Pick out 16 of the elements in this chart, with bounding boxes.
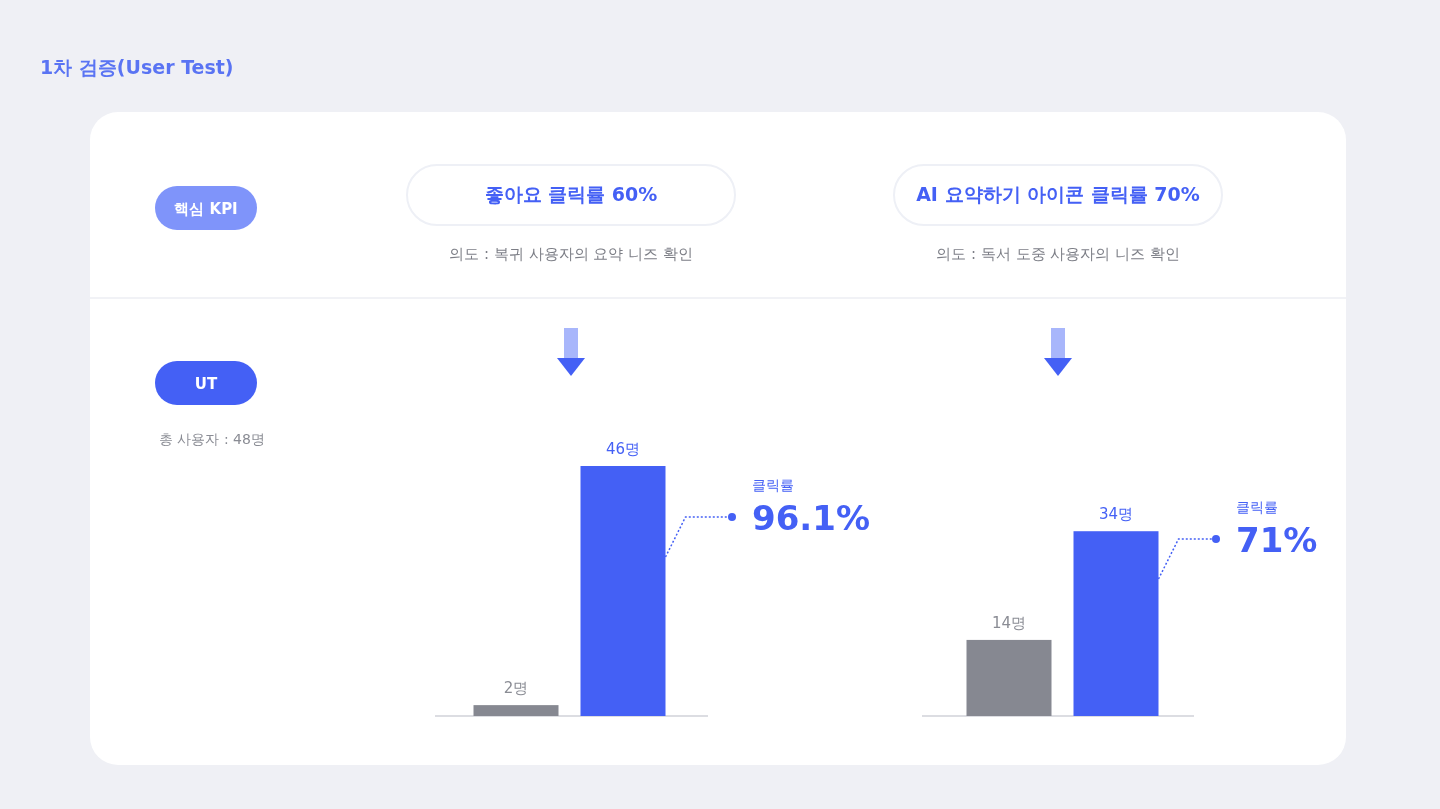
chart-title: AI 요약하기 아이콘 클릭률 70% — [916, 183, 1200, 205]
data-label: 14명 — [991, 613, 1027, 632]
chart-subtitle: 의도 : 독서 도중 사용자의 니즈 확인 — [936, 245, 1180, 263]
text: 71% — [1236, 520, 1318, 560]
text: 클릭률 — [1236, 499, 1278, 515]
chart-title: 좋아요 클릭률 60% — [484, 183, 658, 205]
data-label: 2명 — [503, 679, 529, 698]
data-label: 34명 — [1098, 505, 1134, 524]
text: 총 사용자 : 48명 — [159, 431, 265, 447]
text: 96.1% — [752, 498, 870, 538]
text: 클릭률 — [752, 477, 794, 493]
text: UT — [194, 375, 218, 393]
chart-subtitle: 의도 : 복귀 사용자의 요약 니즈 확인 — [449, 245, 693, 263]
text: 핵심 KPI — [174, 200, 238, 218]
text: 1차 검증(User Test) — [40, 56, 234, 78]
data-label: 46명 — [605, 440, 641, 458]
